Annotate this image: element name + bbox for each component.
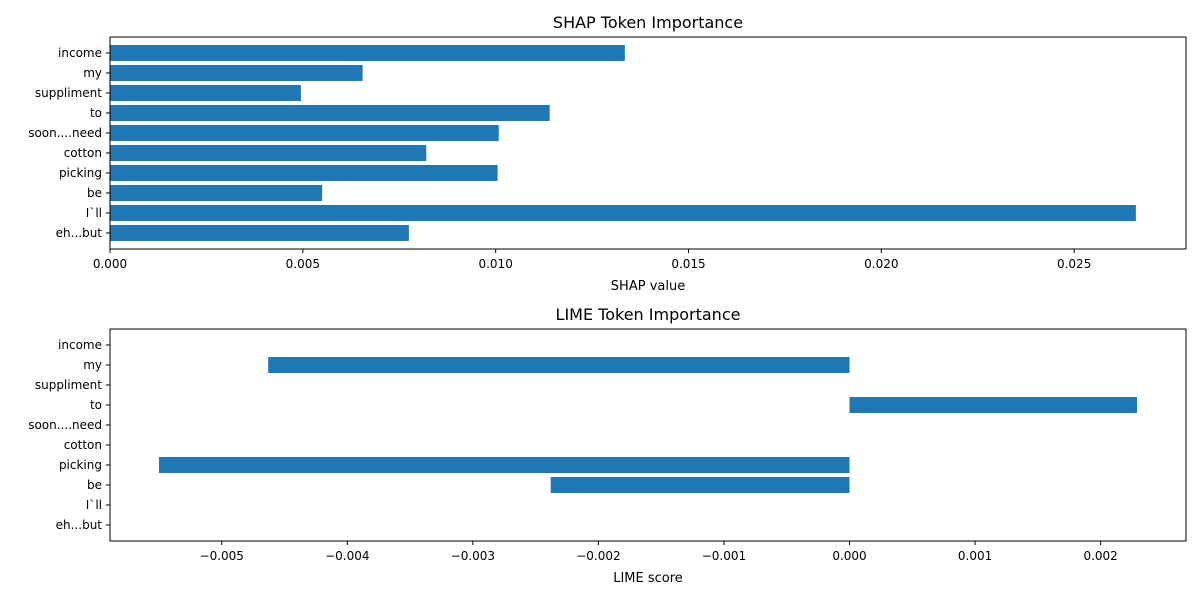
bar-picking	[110, 165, 498, 181]
x-tick-label: −0.004	[325, 549, 369, 563]
y-tick-label: I`ll	[86, 206, 102, 220]
x-tick-label: −0.003	[451, 549, 495, 563]
bar-to	[849, 397, 1138, 413]
x-axis-label: LIME score	[613, 571, 683, 586]
y-tick-label: income	[58, 338, 102, 352]
y-tick-label: I`ll	[86, 498, 102, 512]
chart-panel-1: SHAP Token Importance income my suppliment t…	[28, 13, 1187, 294]
x-tick-label: 0.025	[1057, 257, 1091, 271]
bar-to	[110, 105, 550, 121]
bar-be	[550, 477, 850, 493]
bar-cotton	[110, 145, 427, 161]
x-tick-label: 0.001	[958, 549, 992, 563]
y-tick-label: my	[83, 66, 102, 80]
y-tick-label: picking	[59, 458, 102, 472]
chart-title: SHAP Token Importance	[553, 13, 743, 32]
bar-my	[110, 65, 363, 81]
bar-be	[110, 185, 323, 201]
bar-picking	[158, 457, 850, 473]
x-tick-label: 0.000	[93, 257, 127, 271]
y-tick-label: to	[90, 106, 102, 120]
x-tick-label: 0.010	[478, 257, 512, 271]
x-axis-label: SHAP value	[611, 279, 685, 294]
y-tick-label: cotton	[64, 146, 102, 160]
bar-soon-need	[110, 125, 499, 141]
x-tick-label: −0.002	[576, 549, 620, 563]
plot-frame	[109, 328, 1187, 542]
bar-my	[268, 357, 850, 373]
x-tick-label: 0.002	[1083, 549, 1117, 563]
x-tick-label: 0.005	[286, 257, 320, 271]
x-tick-label: 0.020	[864, 257, 898, 271]
y-tick-label: be	[87, 186, 102, 200]
x-tick-label: 0.000	[832, 549, 866, 563]
chart-panel-2: LIME Token Importance income my suppliment t…	[28, 305, 1187, 586]
bar-i-ll	[110, 205, 1136, 221]
x-tick-label: 0.015	[671, 257, 705, 271]
y-tick-label: my	[83, 358, 102, 372]
y-tick-label: suppliment	[35, 378, 102, 392]
bar-eh-but	[110, 225, 409, 241]
bar-income	[110, 45, 625, 61]
bar-suppliment	[110, 85, 301, 101]
y-tick-label: suppliment	[35, 86, 102, 100]
y-tick-label: to	[90, 398, 102, 412]
y-tick-label: be	[87, 478, 102, 492]
y-tick-label: income	[58, 46, 102, 60]
y-tick-label: cotton	[64, 438, 102, 452]
y-tick-label: soon....need	[28, 418, 102, 432]
x-tick-label: −0.001	[702, 549, 746, 563]
y-tick-label: eh...but	[56, 226, 103, 240]
chart-title: LIME Token Importance	[556, 305, 741, 324]
plot-frame	[109, 36, 1187, 250]
y-tick-label: eh...but	[56, 518, 103, 532]
y-tick-label: picking	[59, 166, 102, 180]
y-tick-label: soon....need	[28, 126, 102, 140]
x-tick-label: −0.005	[200, 549, 244, 563]
